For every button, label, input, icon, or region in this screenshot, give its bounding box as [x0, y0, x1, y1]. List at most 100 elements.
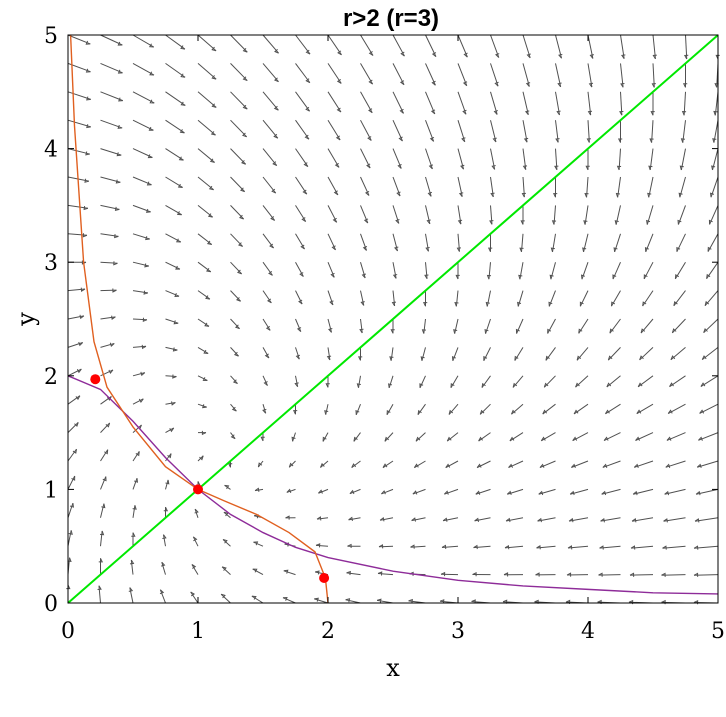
field-arrow	[132, 477, 138, 490]
field-arrow-head	[523, 137, 529, 143]
field-arrow	[190, 591, 199, 604]
field-arrow-head	[237, 242, 243, 247]
field-arrow-head	[269, 243, 274, 249]
x-tick-label: 5	[711, 619, 725, 644]
field-arrow	[162, 534, 166, 547]
field-arrow-head	[576, 355, 582, 361]
field-arrow	[481, 375, 491, 388]
field-arrow-head	[193, 536, 198, 542]
field-arrow	[132, 204, 151, 213]
field-arrow-head	[683, 54, 689, 60]
field-arrow-head	[503, 572, 509, 577]
field-arrow-head	[536, 545, 541, 550]
field-arrow	[318, 488, 329, 494]
field-arrow	[197, 403, 207, 408]
field-arrow-head	[582, 247, 587, 253]
field-arrow-head	[115, 179, 121, 184]
field-arrow-head	[642, 301, 647, 307]
field-arrow-head	[98, 558, 104, 563]
field-arrow-head	[600, 517, 605, 523]
field-arrow-head	[224, 484, 230, 490]
field-arrow-head	[105, 422, 111, 428]
field-arrow-head	[700, 382, 706, 387]
field-arrow	[415, 432, 426, 442]
field-arrow	[475, 488, 491, 495]
field-arrow	[286, 488, 296, 493]
field-arrow	[159, 589, 166, 604]
field-arrow	[545, 347, 556, 361]
field-arrow-head	[640, 328, 646, 334]
field-arrow	[358, 375, 361, 388]
field-arrow-head	[131, 532, 136, 537]
field-arrow	[132, 398, 144, 405]
field-arrow-head	[382, 463, 388, 468]
field-arrow-head	[396, 191, 401, 197]
field-arrow	[611, 290, 621, 307]
field-arrow-head	[107, 396, 112, 401]
field-arrow-head	[368, 79, 373, 85]
field-arrow-head	[205, 267, 211, 273]
field-arrow-head	[461, 137, 466, 143]
field-arrow-head	[357, 356, 363, 361]
field-arrow-head	[336, 79, 342, 84]
field-arrow-head	[426, 219, 431, 225]
field-arrow-head	[242, 76, 248, 82]
chart-title: r>2 (r=3)	[343, 5, 439, 32]
field-arrow	[635, 432, 654, 441]
field-arrow	[67, 368, 82, 377]
field-arrow-head	[191, 564, 197, 569]
field-arrow-head	[555, 138, 560, 143]
field-arrow-head	[251, 595, 257, 600]
field-arrow	[538, 488, 556, 495]
field-arrow	[165, 427, 174, 434]
field-arrow-head	[302, 189, 308, 195]
field-arrow	[165, 375, 177, 378]
field-arrow-head	[474, 517, 479, 523]
field-arrow	[130, 559, 134, 575]
y-tick-label: 3	[44, 251, 58, 276]
field-arrow-head	[305, 78, 311, 84]
field-arrow	[455, 290, 459, 307]
field-arrow-head	[331, 245, 336, 251]
field-arrow-head	[670, 355, 676, 360]
field-arrow-head	[578, 328, 583, 334]
field-arrow	[230, 318, 240, 330]
field-arrow-head	[232, 379, 238, 385]
field-arrow-head	[359, 328, 364, 334]
field-arrow-head	[602, 463, 608, 468]
field-arrow-head	[288, 462, 294, 468]
x-tick-labels: 0 1 2 3 4 5	[61, 619, 725, 644]
field-arrow-head	[315, 543, 321, 548]
field-arrow-head	[505, 517, 511, 523]
field-arrow-head	[429, 136, 435, 142]
field-arrow-head	[478, 436, 483, 442]
field-arrow	[511, 403, 524, 415]
field-arrow-head	[446, 436, 452, 442]
field-arrow-head	[330, 272, 335, 278]
field-arrow-head	[223, 511, 229, 517]
field-arrow	[220, 593, 231, 604]
field-arrow	[504, 545, 524, 549]
field-arrow	[700, 375, 719, 387]
field-arrow	[67, 233, 88, 236]
field-arrow-head	[598, 572, 603, 577]
field-arrow-head	[211, 103, 217, 108]
field-arrow-head	[300, 244, 305, 250]
field-arrow-head	[86, 124, 91, 129]
field-arrow	[382, 460, 394, 469]
field-arrow-head	[571, 463, 576, 468]
field-arrow	[197, 346, 209, 354]
field-arrow	[262, 261, 273, 276]
field-arrow-head	[274, 48, 279, 54]
field-arrow-head	[525, 82, 531, 87]
field-arrow-head	[268, 271, 273, 276]
field-arrow-head	[345, 598, 351, 603]
field-arrow	[701, 347, 719, 361]
field-arrow	[288, 460, 296, 468]
field-arrow-head	[711, 165, 716, 171]
field-arrow-head	[133, 478, 139, 483]
equilibrium-point-2	[319, 573, 330, 584]
field-arrow-head	[490, 192, 495, 198]
field-arrow-head	[390, 329, 395, 334]
field-arrow-head	[612, 274, 617, 280]
